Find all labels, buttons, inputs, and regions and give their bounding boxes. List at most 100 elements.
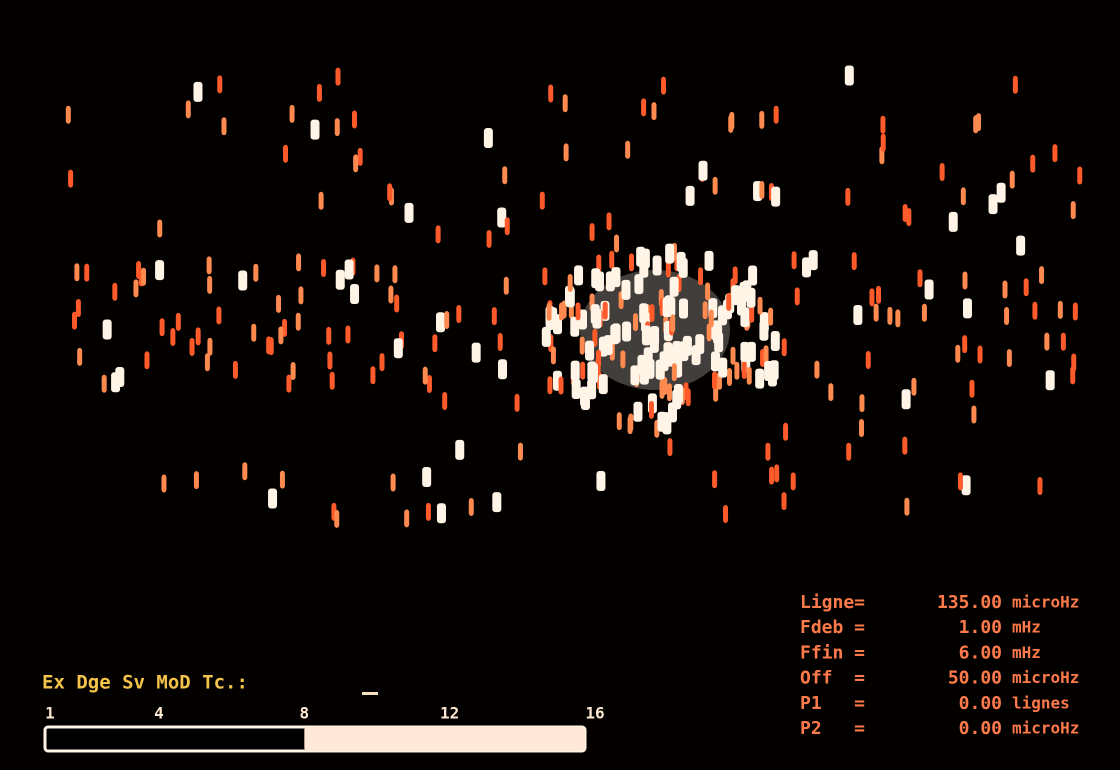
dash <box>321 259 327 278</box>
dash <box>1012 75 1018 94</box>
dash <box>563 143 569 162</box>
dash <box>651 102 657 121</box>
dash <box>611 267 621 288</box>
dash <box>969 379 975 398</box>
dash <box>207 337 213 356</box>
dash <box>685 388 691 407</box>
dash <box>960 187 966 206</box>
dash <box>649 304 655 323</box>
dash <box>596 470 606 491</box>
param-unit: lignes <box>1012 693 1070 712</box>
dash <box>641 325 651 346</box>
dash <box>574 265 584 286</box>
dash <box>657 411 667 432</box>
dash <box>911 377 917 396</box>
param-unit: mHz <box>1012 618 1041 637</box>
dash <box>335 67 341 86</box>
dash <box>988 194 998 215</box>
dash <box>345 325 351 344</box>
dash <box>783 422 789 441</box>
dash <box>650 326 660 347</box>
dash <box>298 286 304 305</box>
dash <box>853 305 863 326</box>
dash <box>710 351 720 372</box>
dash <box>648 400 654 419</box>
dash <box>630 365 640 386</box>
dash <box>221 117 227 136</box>
dash <box>175 312 181 331</box>
dash <box>895 309 901 328</box>
dash <box>740 341 750 362</box>
dash <box>768 307 774 326</box>
dash <box>548 84 554 103</box>
param-name: Off = <box>800 668 865 689</box>
dash <box>329 371 335 390</box>
dash <box>880 133 886 152</box>
scale-tick-label: 16 <box>585 704 604 723</box>
dash <box>1060 332 1066 351</box>
spectrum <box>65 65 1083 528</box>
dash <box>665 259 671 278</box>
dash <box>1039 266 1045 285</box>
param-value: 0.00 <box>959 693 1002 714</box>
dash <box>808 250 818 271</box>
param-value: 0.00 <box>959 718 1002 739</box>
dash <box>596 349 602 368</box>
dash <box>101 374 107 393</box>
dash <box>678 257 688 278</box>
dash <box>589 223 595 242</box>
dash <box>962 298 972 319</box>
dash <box>714 332 724 353</box>
dash <box>662 297 672 318</box>
dash <box>296 253 302 272</box>
dash <box>204 353 210 372</box>
dash <box>442 391 448 410</box>
dash <box>971 405 977 424</box>
dash <box>679 298 689 319</box>
param-unit: microHz <box>1012 668 1079 687</box>
dash <box>432 334 438 353</box>
dash <box>491 307 497 326</box>
scale-fill <box>304 727 585 751</box>
dash <box>351 110 357 129</box>
scale: 1 4 8 12 16 <box>43 704 605 753</box>
dash <box>504 217 510 236</box>
dash <box>170 327 176 346</box>
dash <box>769 466 775 485</box>
dash <box>1077 166 1083 185</box>
dash <box>238 270 248 291</box>
dash <box>634 274 644 295</box>
dash <box>266 336 272 355</box>
dash <box>880 115 886 134</box>
dash <box>655 359 665 380</box>
dash <box>727 367 733 386</box>
dash <box>904 497 910 516</box>
dash <box>698 160 708 181</box>
dash <box>565 287 575 308</box>
dash <box>663 342 673 363</box>
dash <box>251 323 257 342</box>
param-name: P2 = <box>800 718 865 739</box>
dash <box>828 383 834 402</box>
dash <box>746 366 752 385</box>
dash <box>962 271 968 290</box>
dash <box>546 302 552 321</box>
dash <box>242 462 248 481</box>
dash <box>542 267 548 286</box>
dash <box>344 259 354 280</box>
dash <box>393 338 403 359</box>
param-unit: microHz <box>1012 593 1079 612</box>
dash <box>550 346 556 365</box>
dash <box>755 368 765 389</box>
dash <box>335 269 345 290</box>
dash <box>547 376 553 395</box>
dash <box>712 176 718 195</box>
dash <box>602 301 608 320</box>
dash <box>253 263 259 282</box>
dash <box>939 163 945 182</box>
dash <box>770 331 780 352</box>
dash <box>514 393 520 412</box>
dash <box>846 442 852 461</box>
dash <box>1009 170 1015 189</box>
